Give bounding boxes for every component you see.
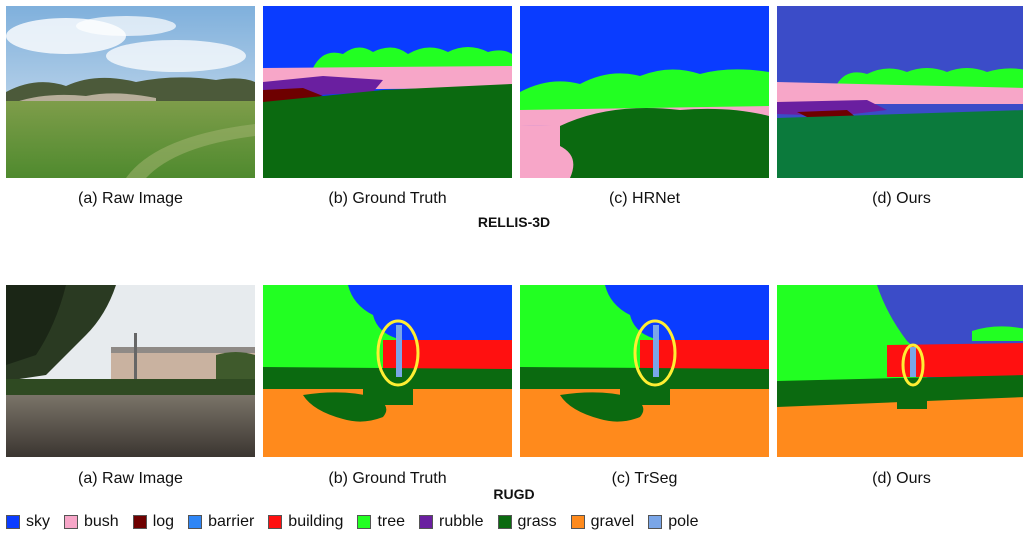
rellis-caption-hrnet: (c) HRNet: [608, 190, 681, 207]
legend-label: rubble: [439, 513, 484, 530]
legend-item-bush: bush: [64, 513, 119, 531]
legend-item-building: building: [268, 513, 343, 531]
legend-item-pole: pole: [648, 513, 698, 531]
rugd-raw-image: [6, 285, 255, 457]
rellis-raw-image: [6, 6, 255, 178]
legend-item-rubble: rubble: [419, 513, 484, 531]
rugd-trseg: [520, 285, 769, 457]
legend-item-gravel: gravel: [570, 513, 635, 531]
legend-swatch: [132, 515, 147, 529]
legend-item-barrier: barrier: [188, 513, 254, 531]
legend-swatch: [648, 515, 663, 529]
legend-item-grass: grass: [497, 513, 557, 531]
legend-label: log: [152, 513, 175, 530]
legend-swatch: [268, 515, 283, 529]
rellis-hrnet: [520, 6, 769, 178]
legend-label: pole: [668, 513, 699, 530]
legend-item-log: log: [132, 513, 175, 531]
rellis-caption-gt: (b) Ground Truth: [328, 190, 447, 207]
legend-label: grass: [517, 513, 557, 530]
rugd-caption-gt: (b) Ground Truth: [328, 470, 447, 487]
rellis-ground-truth: [263, 6, 512, 178]
rugd-caption-raw: (a) Raw Image: [78, 470, 183, 487]
rugd-ours: [777, 285, 1023, 457]
rellis-caption-raw: (a) Raw Image: [78, 190, 183, 207]
rugd-ground-truth: [263, 285, 512, 457]
legend-label: barrier: [208, 513, 255, 530]
rugd-caption-trseg: (c) TrSeg: [611, 470, 678, 487]
rellis-caption-ours: (d) Ours: [872, 190, 931, 207]
legend-swatch: [357, 515, 372, 529]
legend-label: sky: [26, 513, 50, 530]
rugd-dataset-label: RUGD: [493, 486, 535, 502]
legend-swatch: [6, 515, 20, 529]
legend-label: gravel: [590, 513, 635, 530]
rugd-caption-ours: (d) Ours: [872, 470, 931, 487]
legend-swatch: [497, 515, 512, 529]
class-legend: sky bush log barrier building tree rubbl…: [6, 511, 712, 533]
rellis-dataset-label: RELLIS-3D: [477, 214, 551, 230]
legend-label: building: [288, 513, 344, 530]
legend-swatch: [419, 515, 434, 529]
legend-item-sky: sky: [6, 513, 50, 531]
legend-label: tree: [377, 513, 406, 530]
legend-swatch: [64, 515, 78, 529]
rellis-ours: [777, 6, 1023, 178]
legend-label: bush: [84, 513, 119, 530]
legend-swatch: [570, 515, 585, 529]
legend-item-tree: tree: [357, 513, 405, 531]
legend-swatch: [188, 515, 203, 529]
